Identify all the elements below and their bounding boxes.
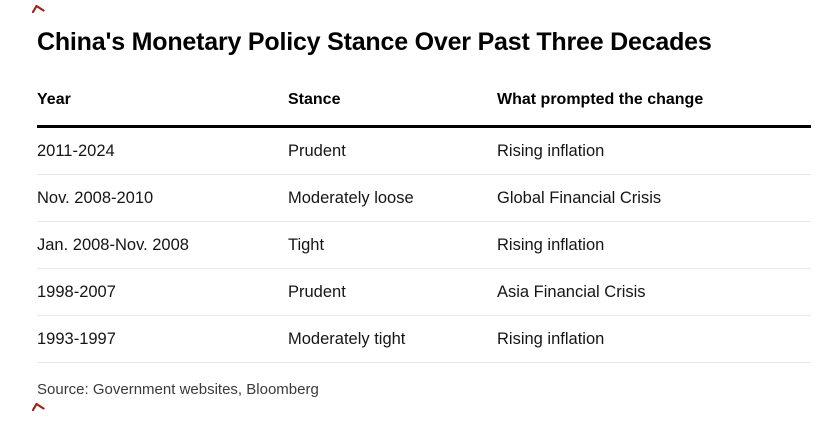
cell-year: Nov. 2008-2010	[37, 188, 154, 207]
table-row: Jan. 2008-Nov. 2008 Tight Rising inflati…	[37, 222, 811, 269]
cell-stance: Moderately tight	[288, 329, 406, 348]
red-corner-mark-icon	[32, 4, 45, 14]
column-header-year: Year	[37, 91, 71, 108]
source-attribution: Source: Government websites, Bloomberg	[37, 381, 319, 398]
column-header-stance: Stance	[288, 91, 341, 108]
table-row: Nov. 2008-2010 Moderately loose Global F…	[37, 175, 811, 222]
cell-prompt: Global Financial Crisis	[497, 188, 662, 207]
cell-stance: Tight	[288, 235, 325, 254]
table-header-row: Year Stance What prompted the change	[37, 88, 811, 128]
cell-year: 1993-1997	[37, 329, 116, 348]
cell-year: Jan. 2008-Nov. 2008	[37, 235, 189, 254]
policy-table: Year Stance What prompted the change 201…	[37, 88, 811, 363]
table-row: 1993-1997 Moderately tight Rising inflat…	[37, 316, 811, 363]
cell-stance: Prudent	[288, 141, 346, 160]
column-header-prompt: What prompted the change	[497, 91, 704, 108]
cell-prompt: Rising inflation	[497, 235, 605, 254]
cell-stance: Prudent	[288, 282, 346, 301]
cell-stance: Moderately loose	[288, 188, 414, 207]
table-row: 1998-2007 Prudent Asia Financial Crisis	[37, 269, 811, 316]
cell-year: 1998-2007	[37, 282, 116, 301]
cell-prompt: Asia Financial Crisis	[497, 282, 646, 301]
red-corner-mark-icon	[32, 402, 45, 412]
cell-prompt: Rising inflation	[497, 141, 605, 160]
cell-prompt: Rising inflation	[497, 329, 605, 348]
page-title: China's Monetary Policy Stance Over Past…	[37, 28, 712, 56]
cell-year: 2011-2024	[37, 141, 115, 160]
table-row: 2011-2024 Prudent Rising inflation	[37, 128, 811, 175]
